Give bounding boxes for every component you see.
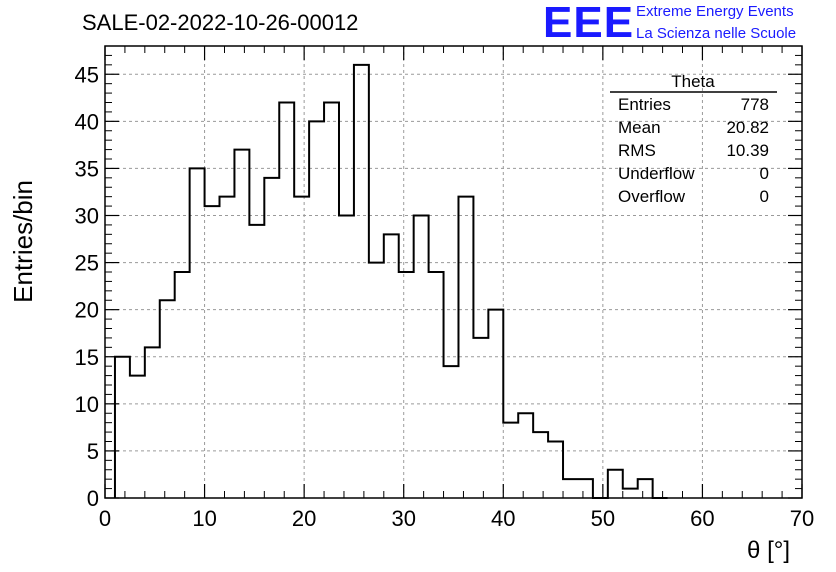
y-axis-label: Entries/bin	[8, 180, 38, 303]
stats-label: Entries	[618, 95, 671, 114]
histogram-bin	[384, 234, 399, 498]
x-tick-label: 60	[690, 506, 714, 531]
y-tick-label: 30	[75, 204, 99, 229]
stats-value: 10.39	[726, 141, 769, 160]
histogram-step-line	[113, 63, 668, 499]
histogram-bin	[190, 168, 205, 498]
histogram-bin	[608, 470, 623, 498]
histogram-bin	[294, 197, 309, 498]
x-tick-label: 30	[391, 506, 415, 531]
histogram-bin	[414, 216, 429, 499]
logo-line-2: La Scienza nelle Scuole	[636, 25, 797, 42]
histogram-bin	[623, 489, 638, 498]
x-axis-label: θ [°]	[747, 537, 790, 564]
y-tick-label: 25	[75, 251, 99, 276]
x-tick-label: 10	[192, 506, 216, 531]
plot-frame	[104, 45, 803, 499]
stats-value: 778	[741, 95, 769, 114]
tick-labels: 0 10 20 30 40 50 60 70 0 5 10 15 20 25 30 35 40 45	[75, 62, 815, 531]
y-tick-label: 45	[75, 62, 99, 87]
stats-box: Theta Entries 778 Mean 20.82 RMS 10.39 Underfl…	[610, 72, 777, 206]
histogram-bin	[160, 300, 175, 498]
stats-label: Underflow	[618, 164, 695, 183]
stats-value: 0	[760, 187, 769, 206]
histogram-bin	[115, 357, 130, 498]
histogram-bin	[309, 121, 324, 498]
histogram-bin	[563, 479, 578, 498]
y-tick-label: 40	[75, 109, 99, 134]
histogram-bin	[205, 206, 220, 498]
axis-ticks	[104, 45, 803, 499]
stats-label: Mean	[618, 118, 661, 137]
x-tick-label: 0	[99, 506, 111, 531]
x-tick-label: 50	[591, 506, 615, 531]
eee-logo: EEE	[543, 0, 635, 47]
histogram-bin	[130, 376, 145, 498]
stats-value: 0	[760, 164, 769, 183]
histogram-bin	[354, 65, 369, 498]
x-tick-label: 40	[491, 506, 515, 531]
histogram-bin	[578, 479, 593, 498]
histogram-bin	[145, 347, 160, 498]
histogram-bin	[518, 413, 533, 498]
histogram-bin	[429, 272, 444, 498]
histogram-bin	[444, 366, 459, 498]
histogram-bin	[175, 272, 190, 498]
y-tick-label: 20	[75, 298, 99, 323]
histogram-bin	[503, 423, 518, 498]
histogram-bins	[115, 65, 653, 498]
chart-title: SALE-02-2022-10-26-00012	[82, 10, 359, 35]
y-tick-label: 0	[87, 486, 99, 511]
stats-label: Overflow	[618, 187, 686, 206]
y-tick-label: 10	[75, 392, 99, 417]
histogram-bin	[264, 178, 279, 498]
histogram-bin	[399, 272, 414, 498]
x-tick-label: 70	[790, 506, 814, 531]
y-tick-label: 35	[75, 156, 99, 181]
stats-value: 20.82	[726, 118, 769, 137]
histogram-bin	[369, 263, 384, 498]
x-tick-label: 20	[292, 506, 316, 531]
histogram-bin	[324, 103, 339, 499]
histogram-bin	[234, 150, 249, 498]
histogram-bin	[548, 442, 563, 499]
histogram-bin	[638, 479, 653, 498]
grid-lines	[105, 46, 802, 498]
histogram-bin	[458, 197, 473, 498]
stats-label: RMS	[618, 141, 656, 160]
histogram-bin	[249, 225, 264, 498]
histogram-bin	[488, 310, 503, 498]
histogram-bin	[473, 338, 488, 498]
histogram-bin	[533, 432, 548, 498]
histogram-bin	[220, 197, 235, 498]
logo-line-1: Extreme Energy Events	[636, 3, 794, 20]
stats-name: Theta	[671, 72, 715, 91]
y-tick-label: 15	[75, 345, 99, 370]
histogram-bin	[279, 103, 294, 499]
histogram-bin	[339, 216, 354, 499]
y-tick-label: 5	[87, 439, 99, 464]
